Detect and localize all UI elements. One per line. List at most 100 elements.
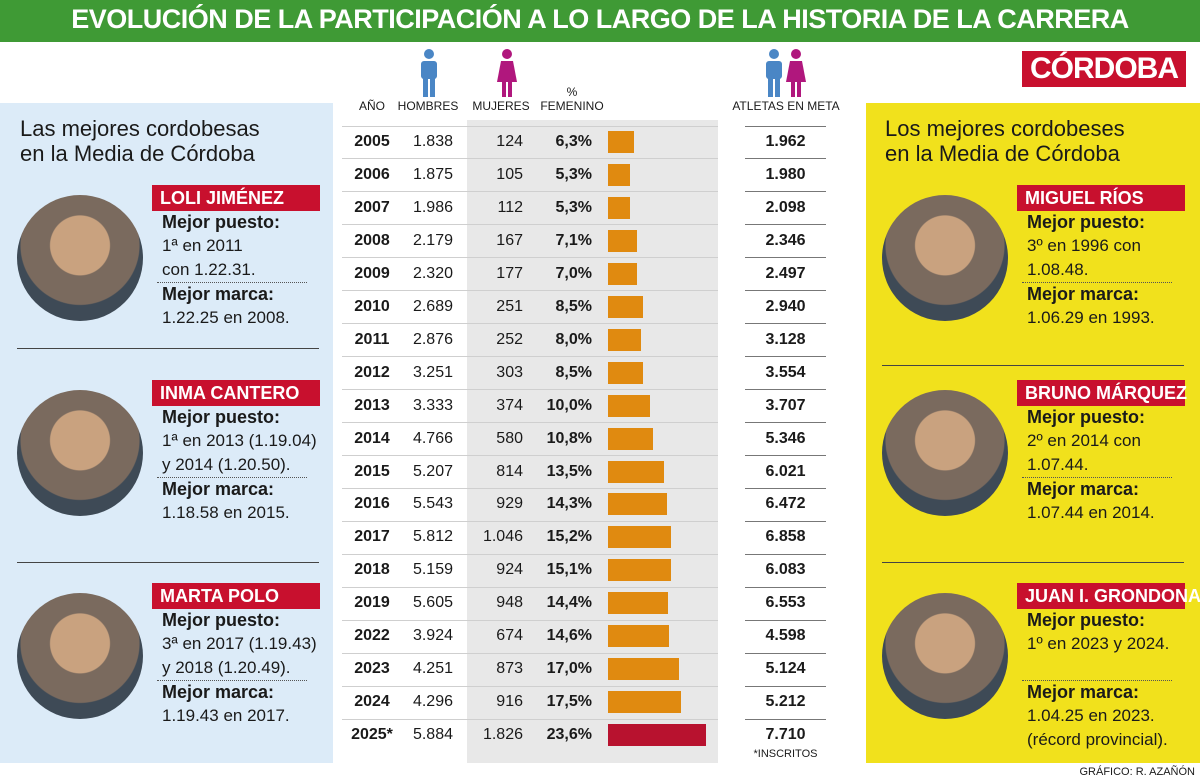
dotted-line bbox=[157, 680, 307, 681]
women: 105 bbox=[496, 165, 523, 183]
year: 2014 bbox=[354, 429, 390, 447]
bar bbox=[608, 658, 679, 681]
best-place: 1ª en 2013 (1.19.04) bbox=[162, 431, 317, 450]
total: 1.962 bbox=[765, 133, 806, 150]
label: Mejor puesto: bbox=[162, 610, 281, 630]
row-separator bbox=[342, 553, 718, 555]
row-separator bbox=[745, 422, 826, 424]
pct-women: 14,6% bbox=[546, 627, 592, 645]
row-separator bbox=[745, 619, 826, 621]
men: 4.766 bbox=[412, 429, 453, 447]
total: 5.346 bbox=[765, 429, 806, 447]
women: 1.046 bbox=[482, 528, 523, 546]
name-box: LOLI JIMÉNEZ bbox=[152, 185, 320, 211]
row-separator bbox=[342, 356, 718, 358]
row-separator bbox=[745, 487, 826, 489]
pct-women: 7,1% bbox=[555, 231, 592, 249]
women: 814 bbox=[496, 462, 523, 480]
photo bbox=[882, 195, 1008, 321]
men: 2.320 bbox=[412, 264, 453, 282]
year: 2006 bbox=[354, 165, 390, 183]
men: 1.986 bbox=[412, 198, 453, 216]
bar bbox=[608, 394, 650, 417]
men: 5.159 bbox=[412, 561, 453, 579]
best-place: 1ª en 2011 bbox=[162, 236, 243, 255]
separator bbox=[882, 365, 1184, 366]
best-mark: 1.07.44 en 2014. bbox=[1027, 503, 1155, 522]
row-separator bbox=[745, 685, 826, 687]
men: 5.605 bbox=[412, 594, 453, 612]
bar bbox=[608, 493, 668, 516]
row-separator bbox=[745, 389, 826, 391]
pct-women: 23,6% bbox=[546, 726, 592, 744]
col-header: FEMENINO bbox=[540, 99, 604, 113]
row-separator bbox=[342, 158, 718, 160]
total: 2.098 bbox=[765, 198, 806, 216]
label: Mejor puesto: bbox=[1027, 212, 1146, 232]
row-separator bbox=[342, 290, 718, 292]
col-header: ATLETAS EN META bbox=[732, 99, 840, 113]
best-place: 1.07.44. bbox=[1027, 455, 1089, 474]
row-separator bbox=[745, 125, 826, 127]
row-separator bbox=[745, 356, 826, 358]
photo bbox=[882, 390, 1008, 516]
bar bbox=[608, 295, 644, 318]
row-separator bbox=[342, 224, 718, 226]
pct-women: 10,0% bbox=[546, 396, 592, 414]
best-mark: 1.04.25 en 2023. bbox=[1027, 706, 1155, 725]
total: 3.128 bbox=[765, 330, 806, 348]
col-header: HOMBRES bbox=[397, 99, 459, 113]
header-bar bbox=[0, 0, 1200, 42]
pct-women: 7,0% bbox=[555, 264, 592, 282]
pct-women: 17,5% bbox=[546, 693, 592, 711]
men-icon bbox=[421, 49, 437, 97]
row-separator bbox=[342, 125, 718, 127]
row-separator bbox=[342, 389, 718, 391]
year: 2015 bbox=[354, 462, 390, 480]
pct-women: 15,2% bbox=[546, 528, 592, 546]
year: 2017 bbox=[354, 528, 390, 546]
bar bbox=[608, 460, 665, 483]
pct-women: 10,8% bbox=[546, 429, 592, 447]
label: Mejor puesto: bbox=[1027, 610, 1146, 630]
panel-title: en la Media de Córdoba bbox=[885, 141, 1120, 166]
bar bbox=[608, 559, 671, 582]
row-separator bbox=[745, 586, 826, 588]
separator bbox=[882, 562, 1184, 563]
bar bbox=[608, 592, 668, 615]
row-separator bbox=[745, 158, 826, 160]
year: 2022 bbox=[354, 627, 390, 645]
label: Mejor marca: bbox=[162, 284, 275, 304]
total: 7.710 bbox=[765, 726, 806, 744]
photo bbox=[17, 195, 143, 321]
women: 929 bbox=[496, 495, 523, 513]
men: 5.207 bbox=[412, 462, 453, 480]
total: 2.346 bbox=[765, 231, 806, 249]
separator bbox=[17, 348, 319, 349]
men: 3.333 bbox=[412, 396, 453, 414]
col-header: MUJERES bbox=[472, 99, 530, 113]
year: 2008 bbox=[354, 231, 390, 249]
name-box: BRUNO MÁRQUEZ bbox=[1017, 380, 1187, 406]
row-separator bbox=[342, 257, 718, 259]
pct-women: 5,3% bbox=[555, 165, 592, 183]
year: 2016 bbox=[354, 495, 390, 513]
men: 1.838 bbox=[412, 133, 453, 150]
women: 167 bbox=[496, 231, 523, 249]
year: 2009 bbox=[354, 264, 390, 282]
col-header: % bbox=[566, 85, 578, 99]
bar bbox=[608, 526, 672, 549]
row-separator bbox=[342, 718, 718, 720]
pct-women: 8,5% bbox=[555, 297, 592, 315]
men: 5.543 bbox=[412, 495, 453, 513]
dotted-line bbox=[1022, 680, 1172, 681]
row-separator bbox=[342, 685, 718, 687]
women: 916 bbox=[496, 693, 523, 711]
bar bbox=[608, 262, 638, 285]
row-separator bbox=[745, 191, 826, 193]
dotted-line bbox=[1022, 282, 1172, 283]
total: 6.472 bbox=[765, 495, 806, 513]
bar bbox=[608, 229, 638, 252]
label: Mejor marca: bbox=[162, 479, 275, 499]
